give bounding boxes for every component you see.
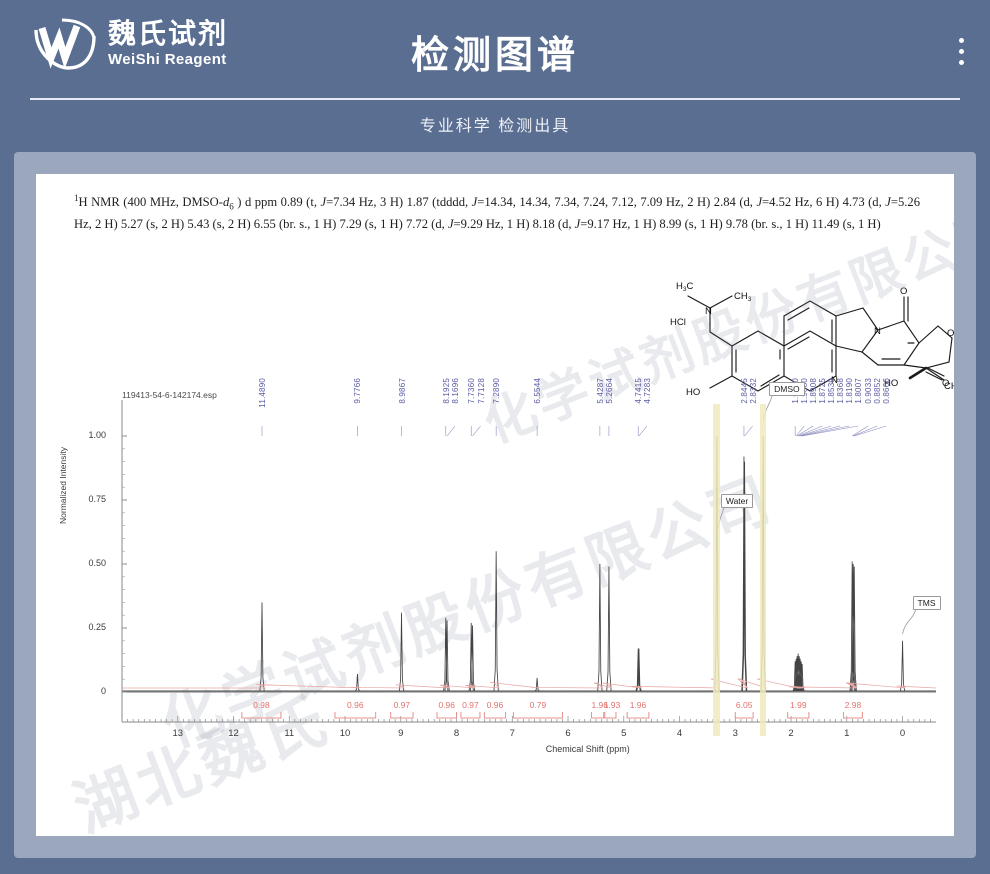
- x-tick-label: 1: [844, 728, 850, 739]
- peak-shift-label: 1.8908: [809, 378, 819, 404]
- callout-tms: TMS: [912, 596, 941, 610]
- x-tick-label: 6: [565, 728, 571, 739]
- header-divider: [30, 98, 960, 100]
- x-tick-label: 0: [899, 728, 906, 739]
- integration-value: 1.93: [603, 700, 621, 710]
- svg-text:CH3: CH3: [944, 381, 954, 393]
- peak-shift-label: 1.8539: [827, 378, 837, 404]
- svg-text:N: N: [705, 306, 712, 317]
- nmr-spectrum-plot: Normalized Intensity 0 0.25 0.50 0.75 1.00 1…: [58, 374, 944, 774]
- x-tick-label: 12: [228, 728, 239, 739]
- integration-value: 6.05: [735, 700, 753, 710]
- callout-water: Water: [720, 494, 754, 508]
- svg-text:N: N: [831, 375, 838, 386]
- peak-shift-label: 8.1925: [441, 378, 451, 404]
- peak-shift-label: 0.8666: [882, 378, 892, 404]
- topotecan-hydrochloride-structure: H3C N CH3 HCl HO N N O O O HO CH3: [666, 264, 954, 414]
- integration-value: 0.98: [253, 700, 270, 710]
- integration-value: 2.98: [844, 700, 862, 710]
- y-tick-label: 0: [100, 686, 106, 696]
- svg-text:O: O: [947, 328, 954, 339]
- peak-shift-label: 9.7766: [353, 378, 363, 404]
- peak-shift-label: 8.1696: [451, 378, 461, 404]
- x-tick-label: 3: [732, 728, 738, 739]
- y-tick-label: 0.50: [88, 558, 106, 568]
- svg-text:N: N: [874, 326, 881, 337]
- peak-shift-label: 7.2890: [492, 378, 502, 404]
- peak-shift-label: 8.9867: [397, 378, 407, 404]
- integration-value: 0.96: [438, 700, 456, 710]
- logo-english-name: WeiShi Reagent: [108, 50, 227, 68]
- x-tick-label: 9: [398, 728, 404, 739]
- spectrum-trace: [121, 395, 937, 723]
- solvent-band: [713, 404, 721, 736]
- peak-shift-label: 1.8190: [845, 378, 855, 404]
- x-tick-label: 4: [676, 728, 683, 739]
- peak-shift-label: 5.2664: [604, 378, 614, 404]
- brand-logo: 魏氏试剂 WeiShi Reagent: [32, 14, 228, 74]
- peak-shift-label: 7.7128: [476, 378, 486, 404]
- y-axis-title: Normalized Intensity: [58, 446, 68, 524]
- x-tick-label: 11: [284, 728, 295, 739]
- peak-shift-label: 0.9033: [864, 378, 874, 404]
- integration-value: 0.97: [393, 700, 411, 710]
- kebab-menu-icon[interactable]: [959, 38, 964, 65]
- svg-text:HO: HO: [686, 387, 700, 398]
- peak-shift-label: 7.7360: [467, 378, 477, 404]
- integration-value: 0.96: [347, 700, 364, 710]
- page-header: 魏氏试剂 WeiShi Reagent 检测图谱 专业科学 检测出具: [0, 0, 990, 150]
- spectrum-file-label: 119413-54-6-142174.esp: [122, 390, 217, 400]
- page-subtitle: 专业科学 检测出具: [419, 118, 571, 135]
- x-axis-title: Chemical Shift (ppm): [545, 744, 630, 754]
- x-tick-label: 13: [172, 728, 184, 739]
- x-tick-label: 5: [621, 728, 627, 739]
- y-tick-label: 0.25: [88, 622, 106, 632]
- peak-shift-label: 1.8725: [818, 378, 828, 404]
- x-tick-label: 10: [339, 728, 351, 739]
- integration-value: 0.79: [529, 700, 547, 710]
- svg-text:O: O: [900, 286, 907, 297]
- integration-value: 1.99: [790, 700, 807, 710]
- peak-shift-label: 6.5544: [533, 378, 543, 404]
- y-tick-label: 0.75: [88, 494, 106, 504]
- weishi-logo-icon: [32, 14, 98, 74]
- svg-text:HCl: HCl: [670, 317, 686, 328]
- x-tick-label: 7: [509, 728, 515, 739]
- report-sheet: 1H NMR (400 MHz, DMSO-d6 ) d ppm 0.89 (t…: [36, 174, 954, 836]
- peak-shift-label: 1.8368: [836, 378, 846, 404]
- svg-text:O: O: [942, 378, 949, 389]
- integration-value: 0.96: [486, 700, 504, 710]
- peak-shift-label: 5.4287: [595, 378, 605, 404]
- peak-shift-label: 4.7415: [634, 378, 644, 404]
- peak-shift-label: 2.8332: [748, 378, 758, 404]
- nmr-assignment-text: 1H NMR (400 MHz, DMSO-d6 ) d ppm 0.89 (t…: [74, 193, 920, 231]
- peak-shift-label: 2.8445: [739, 378, 749, 404]
- peak-shift-label: 1.8007: [854, 378, 864, 404]
- svg-text:H3C: H3C: [676, 281, 694, 293]
- report-card: 1H NMR (400 MHz, DMSO-d6 ) d ppm 0.89 (t…: [14, 152, 976, 858]
- integration-value: 1.96: [629, 700, 647, 710]
- integration-value: 1.96: [591, 700, 608, 710]
- integration-value: 0.97: [462, 700, 479, 710]
- svg-text:CH3: CH3: [734, 291, 752, 303]
- x-tick-label: 8: [453, 728, 460, 739]
- x-tick-label: 2: [788, 728, 794, 739]
- logo-chinese-name: 魏氏试剂: [108, 18, 229, 50]
- y-tick-label: 1.00: [88, 430, 106, 440]
- svg-text:HO: HO: [884, 378, 898, 389]
- page-title: 检测图谱: [410, 35, 579, 77]
- peak-shift-label: 0.8852: [873, 378, 883, 404]
- solvent-band: [760, 404, 767, 736]
- callout-dmso: DMSO: [769, 382, 805, 396]
- peak-shift-label: 11.4890: [257, 378, 267, 408]
- peak-shift-label: 4.7283: [642, 378, 652, 404]
